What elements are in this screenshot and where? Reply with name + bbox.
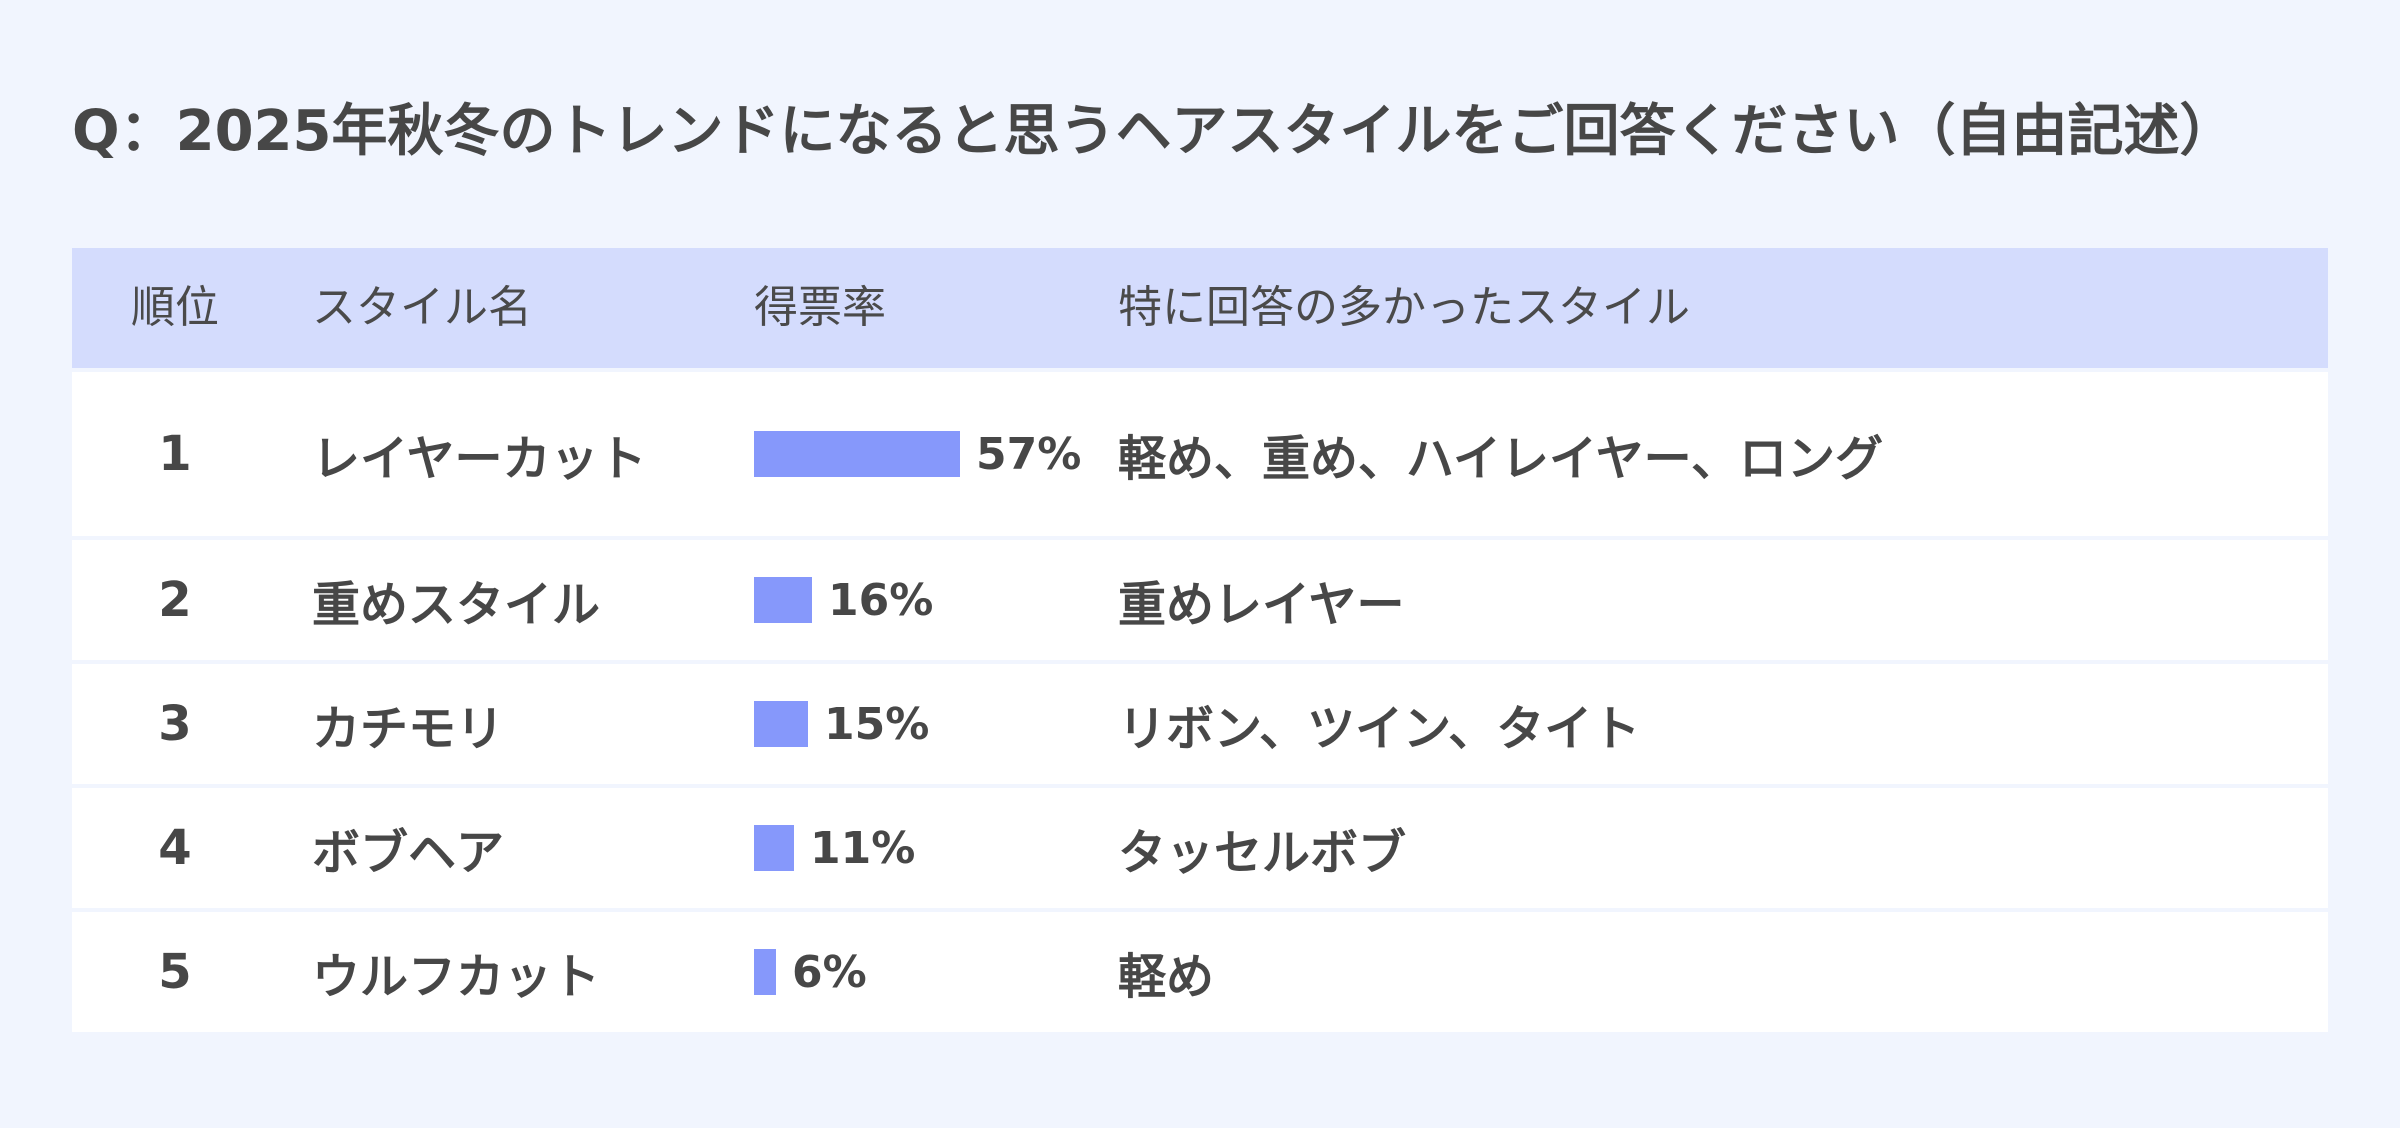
style-name-cell: 重めスタイル <box>312 577 601 633</box>
page-title: Q：2025年秋冬のトレンドになると思うヘアスタイルをご回答ください（自由記述） <box>72 99 2236 164</box>
rank-cell: 3 <box>158 696 192 752</box>
header-popular-styles: 特に回答の多かったスタイル <box>1118 282 1690 333</box>
ranking-table: 順位 スタイル名 得票率 特に回答の多かったスタイル 1 レイヤーカット 57%… <box>72 248 2328 1032</box>
style-name-cell: レイヤーカット <box>312 431 647 487</box>
table-row: 5 ウルフカット 6% 軽め <box>72 908 2328 1032</box>
vote-bar <box>754 701 808 747</box>
table-row: 1 レイヤーカット 57% 軽め、重め、ハイレイヤー、ロング <box>72 368 2328 536</box>
vote-bar <box>754 431 960 477</box>
vote-rate-label: 6% <box>792 946 867 998</box>
header-vote-rate: 得票率 <box>754 282 886 333</box>
vote-rate-label: 16% <box>828 574 934 626</box>
rank-cell: 4 <box>158 820 192 876</box>
table-row: 4 ボブヘア 11% タッセルボブ <box>72 784 2328 908</box>
vote-bar <box>754 949 776 995</box>
style-name-cell: ボブヘア <box>312 825 505 881</box>
popular-styles-cell: 軽め <box>1118 949 1215 1005</box>
rank-cell: 2 <box>158 572 192 628</box>
header-rank: 順位 <box>131 282 219 333</box>
vote-rate-label: 15% <box>824 698 930 750</box>
popular-styles-cell: タッセルボブ <box>1118 825 1407 881</box>
table-row: 2 重めスタイル 16% 重めレイヤー <box>72 536 2328 660</box>
table-row: 3 カチモリ 15% リボン、ツイン、タイト <box>72 660 2328 784</box>
vote-rate-cell: 16% <box>754 540 933 660</box>
vote-rate-cell: 15% <box>754 664 929 784</box>
header-style-name: スタイル名 <box>312 282 532 333</box>
rank-cell: 5 <box>158 944 192 1000</box>
popular-styles-cell: リボン、ツイン、タイト <box>1118 701 1641 757</box>
vote-bar <box>754 825 794 871</box>
vote-rate-label: 57% <box>976 428 1082 480</box>
vote-rate-cell: 11% <box>754 788 915 908</box>
style-name-cell: カチモリ <box>312 701 505 757</box>
rank-cell: 1 <box>158 426 192 482</box>
vote-rate-label: 11% <box>810 822 916 874</box>
vote-rate-cell: 6% <box>754 912 867 1032</box>
table-header: 順位 スタイル名 得票率 特に回答の多かったスタイル <box>72 248 2328 368</box>
style-name-cell: ウルフカット <box>312 949 601 1005</box>
popular-styles-cell: 軽め、重め、ハイレイヤー、ロング <box>1118 431 1884 487</box>
popular-styles-cell: 重めレイヤー <box>1118 577 1405 633</box>
vote-rate-cell: 57% <box>754 372 1081 536</box>
vote-bar <box>754 577 812 623</box>
